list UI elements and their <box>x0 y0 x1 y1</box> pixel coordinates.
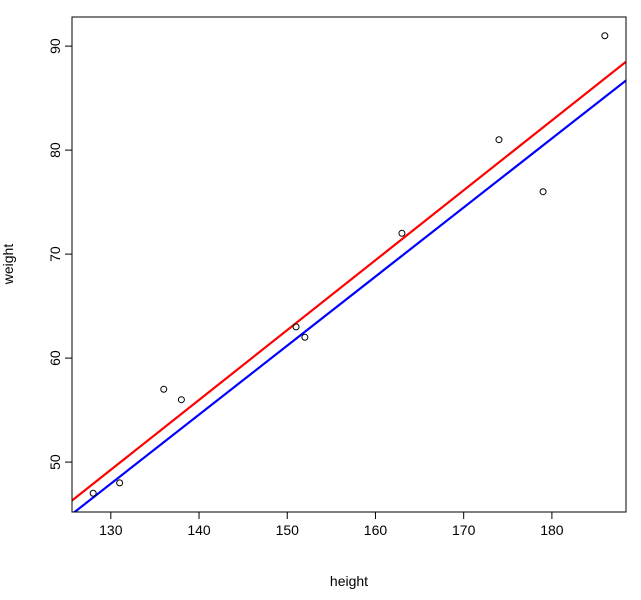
data-point <box>398 229 406 237</box>
data-point <box>177 396 185 404</box>
data-point <box>292 323 300 331</box>
y-tick-label: 90 <box>47 38 63 54</box>
data-point <box>89 489 97 497</box>
fit-line-2 <box>72 79 626 512</box>
data-point <box>495 136 503 144</box>
data-point <box>160 385 168 393</box>
data-point <box>601 32 609 40</box>
data-point <box>539 188 547 196</box>
x-axis-title: height <box>330 573 368 589</box>
y-tick-label: 60 <box>47 350 63 366</box>
x-tick-label: 160 <box>364 522 388 538</box>
y-tick-label: 70 <box>47 246 63 262</box>
fit-line-1 <box>72 60 626 502</box>
x-tick-label: 150 <box>276 522 300 538</box>
y-tick-label: 50 <box>47 454 63 470</box>
y-axis-title: weight <box>0 244 16 286</box>
y-axis: 50 60 70 80 90 <box>47 38 73 470</box>
y-tick-label: 80 <box>47 142 63 158</box>
data-point <box>116 479 124 487</box>
data-points <box>89 32 609 497</box>
fit-lines <box>72 60 626 512</box>
data-point <box>301 333 309 341</box>
x-tick-label: 130 <box>99 522 123 538</box>
x-tick-label: 170 <box>452 522 476 538</box>
x-tick-label: 140 <box>187 522 211 538</box>
x-axis: 130 140 150 160 170 180 <box>99 511 564 538</box>
x-tick-label: 180 <box>540 522 564 538</box>
